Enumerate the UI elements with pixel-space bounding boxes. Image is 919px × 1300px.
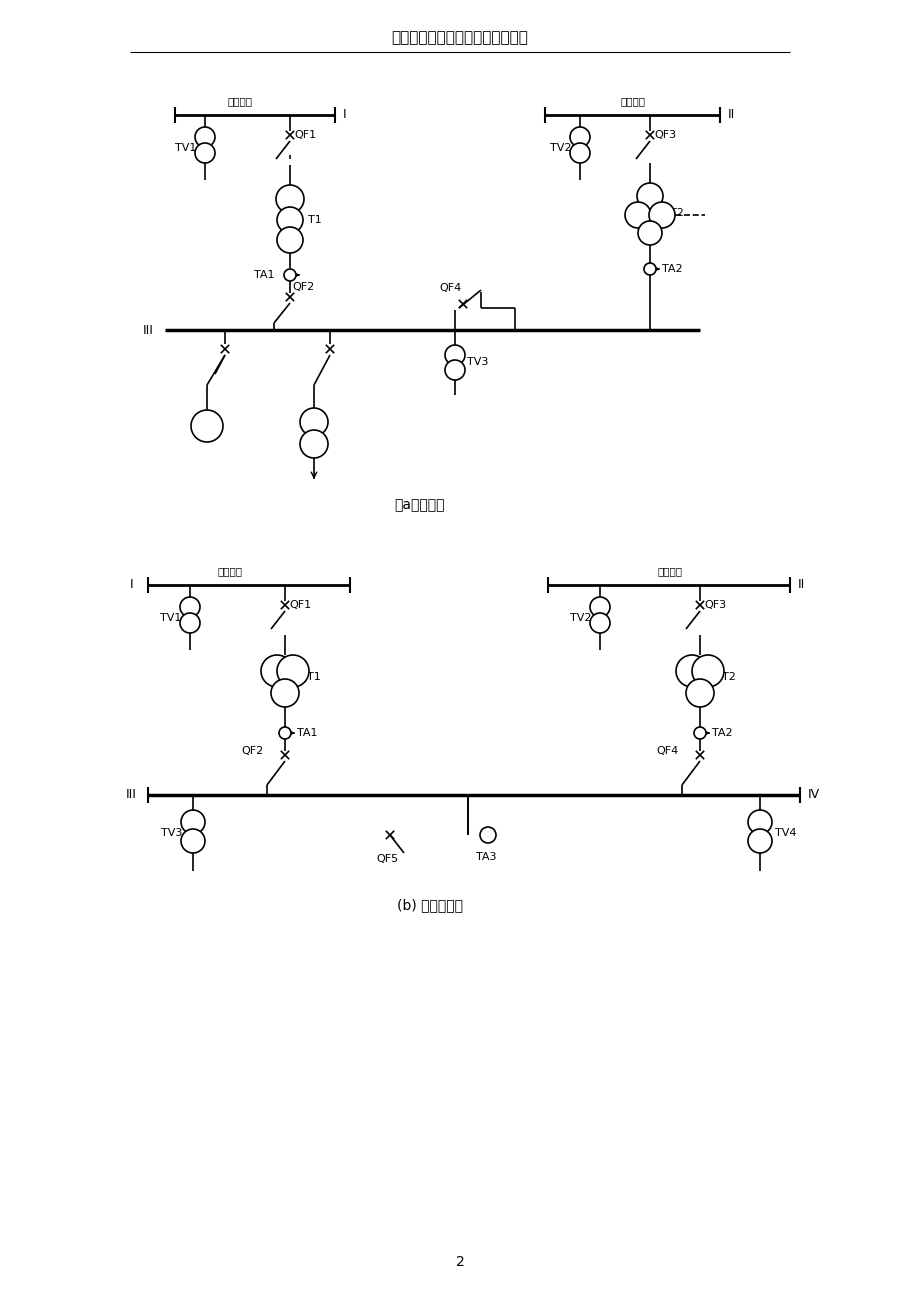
Circle shape (284, 269, 296, 281)
Text: QF4: QF4 (438, 283, 460, 292)
Text: T2: T2 (721, 672, 735, 682)
Text: II: II (727, 108, 734, 121)
Text: III: III (126, 789, 137, 802)
Text: QF3: QF3 (653, 130, 675, 140)
Text: TA2: TA2 (662, 264, 682, 274)
Circle shape (693, 727, 705, 738)
Text: 工作电源: 工作电源 (657, 566, 682, 576)
Text: TV2: TV2 (550, 143, 571, 153)
Circle shape (637, 221, 662, 244)
Text: QF2: QF2 (241, 746, 263, 757)
Text: TV1: TV1 (160, 614, 181, 623)
Text: QF1: QF1 (289, 601, 311, 610)
Text: TA2: TA2 (711, 728, 732, 738)
Circle shape (445, 344, 464, 365)
Text: QF3: QF3 (703, 601, 725, 610)
Circle shape (445, 360, 464, 380)
Text: TV3: TV3 (467, 358, 488, 367)
Text: T1: T1 (308, 214, 322, 225)
Circle shape (261, 655, 292, 686)
Text: II: II (797, 578, 804, 592)
Circle shape (191, 410, 222, 442)
Text: T1: T1 (307, 672, 321, 682)
Circle shape (570, 143, 589, 162)
Circle shape (181, 810, 205, 835)
Circle shape (277, 207, 302, 233)
Circle shape (648, 202, 675, 228)
Text: III: III (142, 324, 153, 337)
Text: QF5: QF5 (376, 854, 398, 864)
Text: TV4: TV4 (774, 828, 796, 838)
Circle shape (636, 183, 663, 209)
Text: TV3: TV3 (161, 828, 182, 838)
Circle shape (480, 827, 495, 842)
Circle shape (277, 227, 302, 254)
Circle shape (278, 727, 290, 738)
Text: (b) 暗备用之一: (b) 暗备用之一 (397, 898, 462, 913)
Circle shape (570, 127, 589, 147)
Text: T2: T2 (669, 208, 683, 218)
Text: TA1: TA1 (254, 270, 274, 280)
Circle shape (180, 597, 199, 618)
Text: 2: 2 (455, 1254, 464, 1269)
Circle shape (271, 679, 299, 707)
Circle shape (589, 614, 609, 633)
Circle shape (300, 430, 328, 458)
Text: 备用电源: 备用电源 (619, 96, 645, 107)
Circle shape (686, 679, 713, 707)
Circle shape (675, 655, 708, 686)
Circle shape (747, 810, 771, 835)
Text: TA1: TA1 (297, 728, 317, 738)
Text: TV2: TV2 (570, 614, 591, 623)
Circle shape (300, 408, 328, 436)
Circle shape (691, 655, 723, 686)
Text: QF1: QF1 (294, 130, 316, 140)
Text: 工作电源: 工作电源 (227, 96, 252, 107)
Text: TV1: TV1 (175, 143, 196, 153)
Text: TA3: TA3 (475, 852, 496, 862)
Circle shape (747, 829, 771, 853)
Text: QF2: QF2 (291, 282, 314, 293)
Circle shape (180, 614, 199, 633)
Text: I: I (343, 108, 346, 121)
Text: I: I (130, 578, 133, 592)
Text: 工作电源: 工作电源 (217, 566, 243, 576)
Circle shape (643, 263, 655, 276)
Text: 变电站备用电源自动投入装置设计: 变电站备用电源自动投入装置设计 (391, 30, 528, 46)
Circle shape (589, 597, 609, 618)
Circle shape (277, 655, 309, 686)
Text: IV: IV (807, 789, 819, 802)
Circle shape (624, 202, 651, 228)
Circle shape (195, 143, 215, 162)
Circle shape (181, 829, 205, 853)
Circle shape (195, 127, 215, 147)
Circle shape (276, 185, 303, 213)
Text: QF4: QF4 (655, 746, 677, 757)
Text: （a）明备用: （a）明备用 (394, 498, 445, 512)
